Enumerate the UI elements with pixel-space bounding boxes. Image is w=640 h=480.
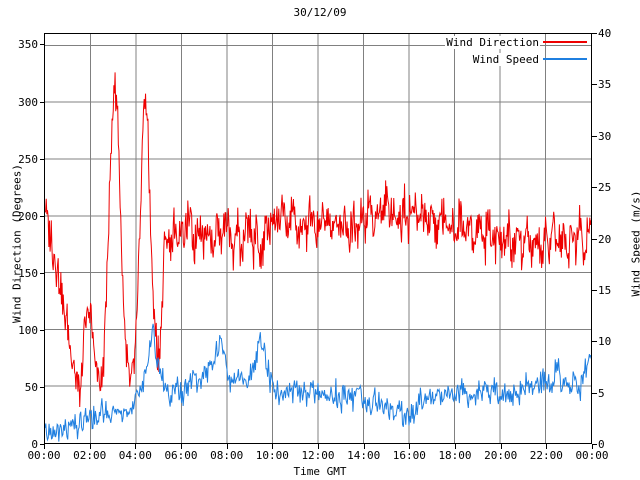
y-axis-left-tick-label: 100: [18, 323, 38, 337]
legend-color-swatch: [543, 41, 587, 43]
y-axis-left-tick-mark: [40, 330, 45, 331]
y-axis-right-tick-mark: [592, 290, 597, 291]
legend-color-swatch: [543, 58, 587, 60]
y-axis-left-tick-mark: [40, 44, 45, 45]
x-axis-tick-label: 00:00: [575, 449, 609, 462]
x-axis-tick-mark: [44, 444, 45, 449]
x-axis-tick-label: 14:00: [347, 449, 381, 462]
x-axis-tick-label: 00:00: [27, 449, 61, 462]
y-axis-right-tick-label: 5: [598, 386, 605, 400]
data-series-layer: [45, 72, 591, 442]
x-axis-tick-label: 10:00: [255, 449, 289, 462]
legend-item[interactable]: Wind Direction: [418, 35, 592, 50]
x-axis-title: Time GMT: [293, 465, 347, 478]
x-axis-tick-label: 22:00: [529, 449, 563, 462]
y-axis-right-tick-label: 20: [598, 232, 612, 246]
y-axis-right-tick-label: 30: [598, 129, 612, 143]
y-axis-right-tick-label: 0: [598, 438, 605, 451]
x-axis-tick-mark: [546, 444, 547, 449]
plot-area: [44, 33, 592, 444]
chart-legend: Wind Direction Wind Speed: [418, 33, 592, 71]
x-axis-tick-label: 08:00: [210, 449, 244, 462]
x-axis-tick-mark: [227, 444, 228, 449]
x-axis-tick-mark: [409, 444, 410, 449]
x-axis-tick-mark: [135, 444, 136, 449]
series-line-wind-direction: [45, 72, 591, 408]
y-axis-right-tick-mark: [592, 136, 597, 137]
y-axis-right-tick-mark: [592, 84, 597, 85]
y-axis-left-tick-label: 50: [24, 380, 38, 394]
y-axis-left-tick-mark: [40, 387, 45, 388]
x-axis-tick-mark: [455, 444, 456, 449]
y-axis-right-tick-mark: [592, 239, 597, 240]
y-axis-right-tick-mark: [592, 444, 597, 445]
x-axis-tick-mark: [181, 444, 182, 449]
y-axis-right-tick-label: 40: [598, 27, 612, 40]
y-axis-right-title: Wind Speed (m/s): [629, 190, 640, 297]
y-axis-left-tick-label: 0: [31, 438, 38, 451]
x-axis-tick-label: 18:00: [438, 449, 472, 462]
x-axis-tick-mark: [364, 444, 365, 449]
chart-title: 30/12/09: [293, 6, 347, 19]
y-axis-right-tick-label: 15: [598, 283, 612, 297]
y-axis-left-tick-label: 350: [18, 38, 38, 52]
plot-canvas: [45, 34, 591, 443]
x-axis-tick-label: 02:00: [73, 449, 107, 462]
series-line-wind-speed: [45, 323, 591, 442]
y-axis-left-tick-label: 250: [18, 152, 38, 166]
y-axis-right-tick-mark: [592, 341, 597, 342]
x-axis-tick-mark: [318, 444, 319, 449]
y-axis-left-tick-mark: [40, 102, 45, 103]
x-axis-tick-label: 20:00: [484, 449, 518, 462]
gridlines: [45, 34, 591, 443]
y-axis-right-tick-mark: [592, 187, 597, 188]
x-axis-tick-label: 04:00: [118, 449, 152, 462]
y-axis-left-tick-mark: [40, 159, 45, 160]
y-axis-right-tick-mark: [592, 393, 597, 394]
x-axis-tick-mark: [501, 444, 502, 449]
y-axis-left-title: Wind Direction (Degrees): [10, 164, 24, 323]
legend-label: Wind Direction: [445, 36, 540, 49]
y-axis-right-tick-label: 10: [598, 335, 612, 349]
y-axis-left-tick-label: 200: [18, 209, 38, 223]
y-axis-left-tick-label: 300: [18, 95, 38, 109]
x-axis-tick-label: 16:00: [392, 449, 426, 462]
y-axis-left-tick-mark: [40, 444, 45, 445]
y-axis-right-tick-mark: [592, 33, 597, 34]
x-axis-tick-label: 12:00: [301, 449, 335, 462]
y-axis-left-tick-mark: [40, 216, 45, 217]
x-axis-tick-label: 06:00: [164, 449, 198, 462]
y-axis-right-tick-label: 35: [598, 78, 612, 92]
y-axis-left-tick-label: 150: [18, 266, 38, 280]
x-axis-tick-mark: [90, 444, 91, 449]
y-axis-right-tick-label: 25: [598, 181, 612, 195]
x-axis-tick-mark: [592, 444, 593, 449]
x-axis-tick-mark: [272, 444, 273, 449]
y-axis-left-tick-mark: [40, 273, 45, 274]
legend-item[interactable]: Wind Speed: [418, 52, 592, 67]
legend-label: Wind Speed: [471, 53, 540, 66]
